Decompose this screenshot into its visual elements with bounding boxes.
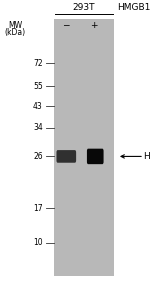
Text: 10: 10 — [33, 238, 43, 247]
Text: +: + — [90, 21, 98, 30]
FancyBboxPatch shape — [57, 150, 76, 163]
Text: 55: 55 — [33, 82, 43, 91]
Text: 34: 34 — [33, 123, 43, 132]
Text: HMGB1: HMGB1 — [117, 3, 150, 12]
Text: −: − — [62, 21, 70, 30]
Text: HMGB1: HMGB1 — [143, 152, 150, 161]
Text: (kDa): (kDa) — [4, 28, 26, 37]
Text: 17: 17 — [33, 203, 43, 213]
Text: 26: 26 — [33, 152, 43, 161]
Bar — [54, 19, 114, 276]
Text: 43: 43 — [33, 102, 43, 111]
Text: 72: 72 — [33, 59, 43, 68]
FancyBboxPatch shape — [87, 149, 104, 164]
Text: MW: MW — [8, 21, 22, 30]
Text: 293T: 293T — [72, 3, 94, 12]
